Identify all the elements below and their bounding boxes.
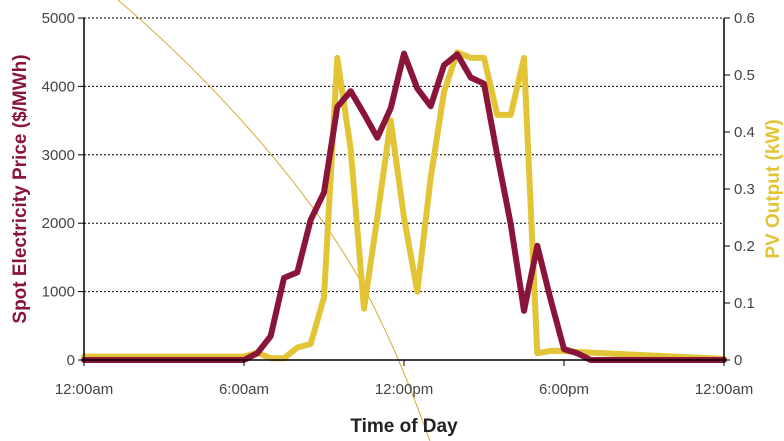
x-axis-title: Time of Day <box>350 416 458 437</box>
x-tick-label: 12:00am <box>55 381 113 398</box>
right-tick-label: 0.5 <box>734 67 755 84</box>
left-axis-title: Spot Electricity Price ($/MWh) <box>10 54 31 323</box>
right-tick-label: 0.6 <box>734 10 755 27</box>
right-tick-label: 0.4 <box>734 124 755 141</box>
x-tick-label: 6:00am <box>219 381 269 398</box>
right-tick-label: 0.3 <box>734 181 755 198</box>
left-tick-label: 5000 <box>42 10 75 27</box>
left-axis-ticks: 0 1000 2000 3000 4000 5000 <box>42 10 84 369</box>
left-tick-label: 3000 <box>42 147 75 164</box>
right-tick-label: 0 <box>734 352 742 369</box>
x-tick-label: 12:00am <box>695 381 753 398</box>
right-axis-title: PV Output (kW) <box>763 119 784 258</box>
decorative-arc-curve <box>117 0 431 441</box>
left-tick-label: 2000 <box>42 215 75 232</box>
left-tick-label: 1000 <box>42 284 75 301</box>
spot-price-series-line <box>81 50 727 363</box>
right-axis-ticks: 0 0.1 0.2 0.3 0.4 0.5 0.6 <box>724 10 755 369</box>
left-tick-label: 0 <box>67 352 75 369</box>
x-tick-label: 12:00pm <box>375 381 433 398</box>
axes <box>83 18 725 361</box>
right-tick-label: 0.2 <box>734 238 755 255</box>
plot-series <box>81 49 727 363</box>
left-tick-label: 4000 <box>42 78 75 95</box>
x-tick-label: 6:00pm <box>539 381 589 398</box>
x-axis-ticks: 12:00am 6:00am 12:00pm 6:00pm 12:00am <box>55 360 753 398</box>
right-tick-label: 0.1 <box>734 295 755 312</box>
pv-output-series-line <box>81 49 727 362</box>
